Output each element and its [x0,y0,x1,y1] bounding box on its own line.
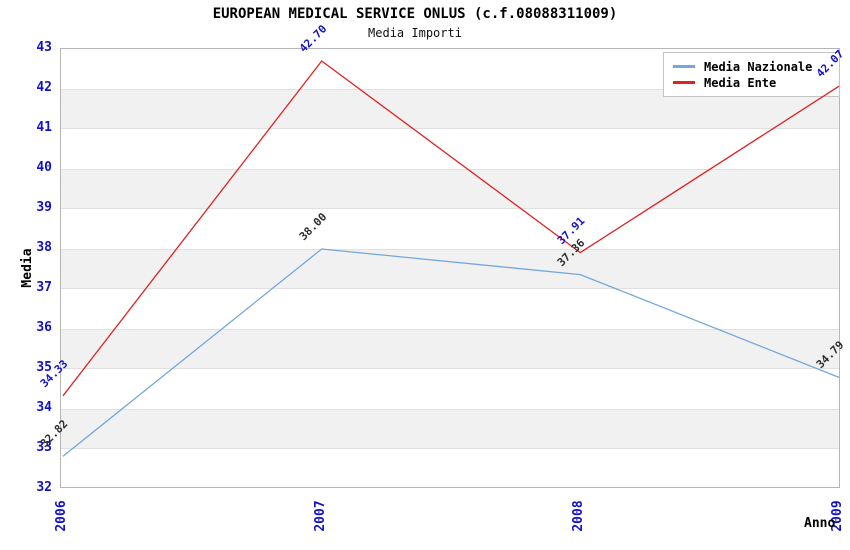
x-tick-text: 2006 [54,500,69,532]
legend-label: Media Ente [704,75,777,90]
y-tick-label: 41 [36,120,52,135]
plot-band [61,329,839,369]
x-axis-title: Anno [804,516,836,531]
legend-swatch-icon [673,81,695,84]
y-tick-label: 42 [36,80,52,95]
y-tick-label: 33 [36,440,52,455]
legend-entry: Media Ente [673,75,839,91]
legend-entry: Media Nazionale [673,59,839,75]
plot-band [61,249,839,289]
x-tick-label: 2006 [54,494,70,538]
legend-rows: Media Nazionale Media Ente [673,59,839,91]
y-tick-label: 32 [36,480,52,495]
legend-swatch-icon [673,65,695,68]
series-line-media-ente [62,60,840,397]
x-tick-text: 2008 [571,500,587,532]
y-tick-label: 39 [36,200,52,215]
plot-band [61,169,839,209]
y-tick-label: 36 [36,320,52,335]
y-tick-label: 38 [36,240,52,255]
x-tick-label: 2008 [571,494,587,538]
series-line-media-nazionale [62,248,840,457]
series-lines [62,60,840,457]
legend: Media Nazionale Media Ente [663,52,840,97]
y-tick-label: 34 [36,400,52,415]
plot-band [61,409,839,449]
y-tick-label: 40 [36,160,52,175]
y-tick-label: 35 [36,360,52,375]
y-tick-label: 37 [36,280,52,295]
plot-area: Media Nazionale Media Ente 32.82 38.00 37.3… [38,22,846,488]
x-tick-label: 2007 [313,494,329,538]
plot-band [61,89,839,129]
y-tick-label: 43 [36,40,52,55]
x-tick-text: 2007 [312,500,328,532]
chart-subtitle: Media Importi [368,26,462,40]
legend-label: Media Nazionale [704,59,813,74]
chart-title: EUROPEAN MEDICAL SERVICE ONLUS (c.f.0808… [212,6,618,22]
